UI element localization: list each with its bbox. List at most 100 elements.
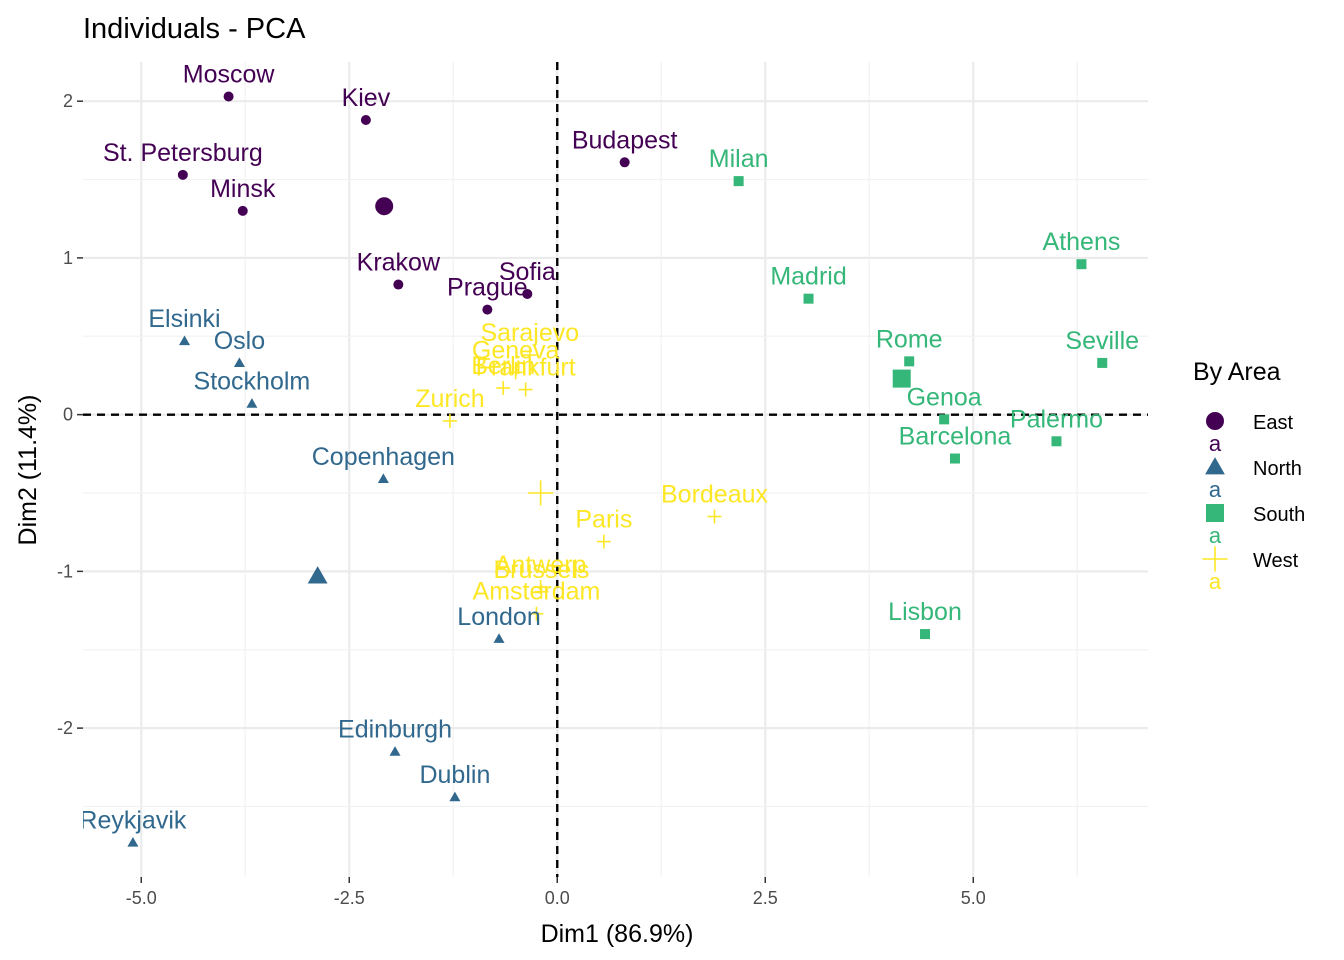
point-geneva — [508, 365, 523, 380]
legend-key-glyph: a — [1209, 431, 1222, 456]
point-oslo — [233, 357, 245, 368]
point-label-london: London — [457, 603, 540, 631]
point-milan — [733, 176, 744, 187]
point-dublin — [449, 791, 461, 802]
point-label-frankfurt: Frankfurt — [476, 354, 576, 382]
point-frankfurt — [518, 382, 533, 397]
legend-key-glyph: a — [1209, 569, 1222, 594]
y-tick-label: -1 — [57, 561, 73, 581]
point-label-krakow: Krakow — [357, 249, 441, 277]
chart-title: Individuals - PCA — [83, 13, 306, 45]
point-label-amsterdam: Amsterdam — [473, 578, 601, 606]
point-label-paris: Paris — [575, 506, 632, 534]
point-moscow — [223, 91, 234, 102]
point-label-barcelona: Barcelona — [899, 423, 1012, 451]
point-label-prague: Prague — [447, 274, 528, 302]
point-sofia — [522, 288, 533, 299]
point-paris — [596, 534, 611, 549]
point-seville — [1097, 357, 1108, 368]
point-label-seville: Seville — [1065, 327, 1139, 355]
legend-label-east: East — [1253, 412, 1293, 434]
point-label-sarajevo: Sarajevo — [480, 319, 579, 347]
y-tick-label: 0 — [63, 405, 73, 425]
point-zurich — [442, 413, 457, 428]
y-axis-title: Dim2 (11.4%) — [14, 395, 42, 546]
legend-key-south — [1206, 504, 1224, 522]
point-label-kiev: Kiev — [342, 84, 391, 112]
point-genoa — [939, 414, 950, 425]
point-label-athens: Athens — [1043, 228, 1121, 256]
legend-key-glyph: a — [1209, 477, 1222, 502]
point-label-milan: Milan — [709, 145, 769, 173]
point-label-st-petersburg: St. Petersburg — [103, 139, 263, 167]
data-points — [127, 91, 1108, 847]
point-label-dublin: Dublin — [419, 761, 490, 789]
point-budapest — [619, 157, 630, 168]
point-label-madrid: Madrid — [770, 263, 846, 291]
point-brussels — [534, 584, 549, 599]
point-stockholm — [246, 398, 258, 408]
point-label-reykjavik: Reykjavik — [79, 807, 186, 835]
point-label-stockholm: Stockholm — [194, 368, 311, 396]
point-copenhagen — [377, 473, 389, 484]
x-tick-label: 5.0 — [961, 888, 986, 908]
point-label-rome: Rome — [876, 325, 943, 353]
y-tick-label: 2 — [63, 91, 73, 111]
point-edinburgh — [389, 746, 401, 756]
point-london — [493, 633, 505, 643]
legend-entry-east: a East — [1206, 412, 1293, 456]
point-minsk — [237, 205, 248, 216]
point-label-edinburgh: Edinburgh — [338, 716, 452, 744]
point-amsterdam — [529, 606, 544, 621]
x-tick-label: 2.5 — [753, 888, 778, 908]
point-label-sofia: Sofia — [499, 258, 556, 286]
legend-title: By Area — [1193, 358, 1281, 386]
point-bordeaux — [707, 509, 722, 524]
point-label-lisbon: Lisbon — [888, 598, 962, 626]
y-tick-label: -2 — [57, 718, 73, 738]
x-axis-title: Dim1 (86.9%) — [541, 920, 694, 948]
point-st-petersburg — [177, 169, 188, 180]
point-barcelona — [949, 453, 960, 464]
point-sarajevo — [522, 348, 537, 363]
centroid-east — [375, 197, 394, 216]
point-palermo — [1051, 436, 1062, 447]
x-tick-label: -2.5 — [334, 888, 365, 908]
point-label-bordeaux: Bordeaux — [661, 481, 769, 509]
legend-key-north — [1205, 457, 1225, 475]
point-elsinki — [179, 335, 191, 346]
point-rome — [904, 356, 915, 367]
centroid-north — [307, 566, 328, 584]
point-label-moscow: Moscow — [183, 60, 276, 88]
legend-entry-south: a South — [1206, 504, 1305, 548]
centroid-south — [892, 369, 911, 388]
point-label-antwerp: Antwerp — [495, 551, 587, 579]
point-label-elsinki: Elsinki — [148, 305, 220, 333]
point-label-oslo: Oslo — [214, 327, 265, 355]
point-madrid — [803, 293, 814, 304]
point-prague — [482, 304, 493, 315]
legend-key-east — [1206, 412, 1224, 430]
point-label-geneva: Geneva — [472, 336, 560, 364]
x-tick-label: -5.0 — [126, 888, 157, 908]
plot-area: Moscow Kiev St. Petersburg Minsk Budapest Kra… — [79, 60, 1148, 877]
point-label-minsk: Minsk — [210, 175, 276, 203]
x-tick-label: 0.0 — [545, 888, 570, 908]
point-krakow — [393, 279, 404, 290]
axes: -5.0 -2.5 0.0 2.5 5.0 -2 -1 0 1 2 — [57, 91, 986, 908]
reference-lines — [83, 62, 1148, 877]
legend-entry-north: a North — [1205, 457, 1302, 502]
legend-entries: a East a North a South a West — [1202, 412, 1305, 594]
point-kiev — [360, 114, 371, 125]
point-label-genoa: Genoa — [907, 383, 982, 411]
legend-label-west: West — [1253, 550, 1299, 572]
legend-entry-west: a West — [1202, 546, 1299, 594]
legend-key-glyph: a — [1209, 523, 1222, 548]
point-reykjavik — [127, 837, 139, 847]
point-label-budapest: Budapest — [572, 126, 678, 154]
point-label-brussels: Brussels — [494, 556, 590, 584]
point-label-palermo: Palermo — [1010, 405, 1103, 433]
grid-lines — [83, 62, 1148, 877]
point-berlin — [496, 381, 511, 395]
